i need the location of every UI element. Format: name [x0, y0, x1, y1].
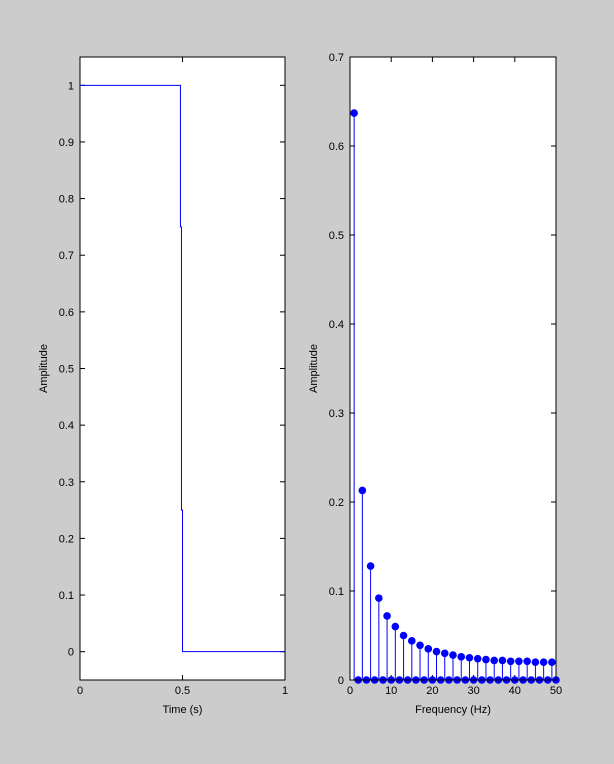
y-tick-label: 1	[68, 80, 74, 92]
stem-marker	[440, 649, 449, 658]
y-tick-label: 0.8	[59, 194, 74, 206]
stem-marker	[457, 653, 466, 661]
x-tick-label: 20	[426, 685, 438, 697]
stem-marker	[531, 658, 540, 666]
x-tick-label: 30	[467, 685, 479, 697]
y-tick-label: 0.5	[329, 230, 344, 242]
y-tick-label: 0.7	[59, 250, 74, 262]
stem-marker	[548, 658, 556, 666]
stem-marker	[539, 658, 548, 666]
stem-marker	[482, 655, 490, 664]
stem-marker	[490, 656, 499, 665]
stem-marker	[449, 651, 457, 659]
signal-line	[80, 84, 285, 653]
stem-marker	[391, 622, 400, 631]
stem-marker	[408, 637, 416, 645]
stem-marker	[498, 656, 507, 665]
y-axis-label: Amplitude	[38, 344, 50, 393]
y-tick-label: 0	[68, 647, 74, 659]
stem-marker	[432, 647, 441, 656]
x-axis-label: Time (s)	[163, 704, 203, 716]
x-tick-label: 40	[509, 685, 521, 697]
stem-marker	[506, 657, 515, 666]
stem-marker	[416, 641, 424, 650]
x-tick-label: 1	[282, 685, 288, 697]
x-axis-label: Frequency (Hz)	[415, 704, 491, 716]
y-tick-label: 0.2	[59, 533, 74, 545]
x-tick-label: 10	[385, 685, 397, 697]
x-tick-label: 0	[347, 685, 353, 697]
stem-marker	[358, 486, 367, 495]
y-tick-label: 0	[338, 675, 344, 687]
y-tick-label: 0.4	[329, 319, 344, 331]
y-tick-label: 0.1	[59, 590, 74, 602]
stem-marker	[366, 562, 375, 570]
y-tick-label: 0.4	[59, 420, 74, 432]
stem-marker	[399, 631, 408, 640]
stem-marker	[515, 657, 523, 666]
axes-frame	[79, 56, 286, 681]
stem-marker	[523, 657, 531, 666]
stem-marker	[350, 109, 358, 117]
y-tick-label: 0.6	[329, 141, 344, 153]
stem-marker	[465, 653, 474, 662]
y-tick-label: 0.6	[59, 307, 74, 319]
y-tick-label: 0.2	[329, 497, 344, 509]
y-tick-label: 0.1	[329, 586, 344, 598]
stem-marker	[424, 645, 433, 653]
y-tick-label: 0.5	[59, 364, 74, 376]
stem-marker	[375, 594, 383, 602]
y-tick-label: 0.3	[59, 477, 74, 489]
y-tick-label: 0.7	[329, 52, 344, 64]
axes-frame	[349, 56, 557, 681]
stem-marker	[383, 612, 391, 620]
x-tick-label: 0	[77, 685, 83, 697]
y-axis-label: Amplitude	[308, 344, 320, 393]
x-tick-label: 0.5	[175, 685, 190, 697]
y-tick-label: 0.9	[59, 137, 74, 149]
axes-background	[350, 57, 556, 680]
y-tick-label: 0.3	[329, 408, 344, 420]
x-tick-label: 50	[550, 685, 562, 697]
stem-marker	[473, 654, 482, 663]
